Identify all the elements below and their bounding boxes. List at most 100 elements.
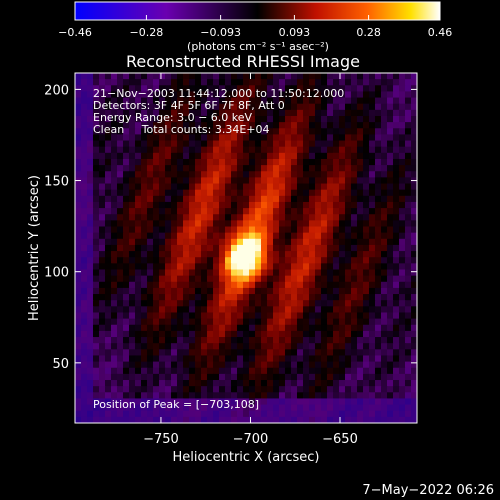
- heatmap-cell: [213, 355, 220, 363]
- heatmap-cell: [153, 195, 160, 203]
- heatmap-cell: [351, 269, 358, 277]
- heatmap-cell: [393, 73, 400, 80]
- heatmap-cell: [75, 398, 82, 406]
- heatmap-cell: [219, 189, 226, 197]
- heatmap-cell: [255, 410, 262, 418]
- heatmap-cell: [267, 195, 274, 203]
- heatmap-cell: [219, 349, 226, 357]
- heatmap-cell: [117, 226, 124, 234]
- heatmap-cell: [159, 269, 166, 277]
- heatmap-cell: [171, 318, 178, 326]
- heatmap-cell: [135, 244, 142, 252]
- heatmap-cell: [207, 275, 214, 283]
- heatmap-cell: [99, 257, 106, 264]
- heatmap-cell: [111, 386, 118, 393]
- heatmap-cell: [123, 171, 130, 178]
- heatmap-cell: [195, 312, 202, 320]
- heatmap-cell: [243, 97, 250, 105]
- heatmap-cell: [405, 343, 412, 350]
- heatmap-cell: [375, 337, 382, 344]
- heatmap-cell: [105, 398, 112, 406]
- heatmap-cell: [327, 269, 334, 277]
- heatmap-cell: [243, 373, 250, 381]
- heatmap-cell: [363, 97, 370, 105]
- heatmap-cell: [249, 257, 256, 264]
- heatmap-cell: [237, 269, 244, 277]
- heatmap-cell: [363, 91, 370, 99]
- heatmap-cell: [363, 287, 370, 295]
- heatmap-cell: [357, 201, 364, 209]
- heatmap-cell: [99, 398, 106, 406]
- heatmap-cell: [393, 103, 400, 111]
- heatmap-cell: [99, 208, 106, 215]
- heatmap-cell: [261, 324, 268, 332]
- heatmap-cell: [339, 91, 346, 99]
- heatmap-cell: [345, 263, 352, 271]
- heatmap-cell: [147, 195, 154, 203]
- heatmap-cell: [249, 386, 256, 393]
- heatmap-cell: [81, 337, 88, 344]
- heatmap-cell: [135, 232, 142, 240]
- heatmap-cell: [213, 208, 220, 215]
- heatmap-cell: [135, 189, 142, 197]
- heatmap-cell: [201, 373, 208, 381]
- heatmap-cell: [81, 269, 88, 277]
- heatmap-cell: [381, 410, 388, 418]
- heatmap-cell: [177, 330, 184, 338]
- heatmap-cell: [147, 189, 154, 197]
- heatmap-cell: [381, 257, 388, 264]
- heatmap-cell: [171, 152, 178, 160]
- heatmap-cell: [357, 73, 364, 80]
- heatmap-cell: [375, 287, 382, 295]
- heatmap-cell: [399, 152, 406, 160]
- heatmap-cell: [381, 214, 388, 221]
- heatmap-cell: [201, 109, 208, 117]
- heatmap-cell: [321, 361, 328, 369]
- heatmap-cell: [375, 122, 382, 129]
- heatmap-cell: [357, 232, 364, 240]
- heatmap-cell: [291, 208, 298, 215]
- heatmap-cell: [87, 281, 94, 289]
- heatmap-cell: [225, 238, 232, 246]
- heatmap-cell: [345, 343, 352, 350]
- colorbar-units: (photons cm⁻² s⁻¹ asec⁻²): [187, 40, 329, 53]
- heatmap-cell: [339, 373, 346, 381]
- heatmap-cell: [261, 367, 268, 375]
- heatmap-cell: [393, 208, 400, 215]
- heatmap-cell: [87, 361, 94, 369]
- heatmap-cell: [339, 263, 346, 271]
- heatmap-cell: [279, 318, 286, 326]
- heatmap-cell: [189, 343, 196, 350]
- heatmap-cell: [237, 373, 244, 381]
- heatmap-cell: [207, 281, 214, 289]
- heatmap-cell: [249, 251, 256, 258]
- heatmap-cell: [249, 416, 256, 423]
- heatmap-cell: [321, 201, 328, 209]
- heatmap-cell: [231, 201, 238, 209]
- heatmap-cell: [399, 214, 406, 221]
- heatmap-cell: [267, 79, 274, 86]
- heatmap-cell: [177, 97, 184, 105]
- heatmap-cell: [291, 103, 298, 111]
- heatmap-cell: [129, 79, 136, 86]
- heatmap-cell: [93, 275, 100, 283]
- heatmap-cell: [171, 220, 178, 228]
- heatmap-cell: [243, 85, 250, 93]
- heatmap-cell: [129, 183, 136, 191]
- heatmap-cell: [93, 343, 100, 350]
- heatmap-cell: [231, 251, 238, 258]
- heatmap-cell: [267, 177, 274, 185]
- heatmap-cell: [81, 380, 88, 387]
- heatmap-cell: [267, 318, 274, 326]
- heatmap-cell: [159, 140, 166, 148]
- heatmap-cell: [411, 208, 417, 215]
- heatmap-cell: [195, 251, 202, 258]
- heatmap-cell: [123, 140, 130, 148]
- heatmap-cell: [309, 398, 316, 406]
- heatmap-cell: [105, 177, 112, 185]
- heatmap-cell: [243, 177, 250, 185]
- heatmap-cell: [237, 220, 244, 228]
- heatmap-cell: [213, 294, 220, 301]
- heatmap-cell: [75, 349, 82, 357]
- heatmap-cell: [297, 85, 304, 93]
